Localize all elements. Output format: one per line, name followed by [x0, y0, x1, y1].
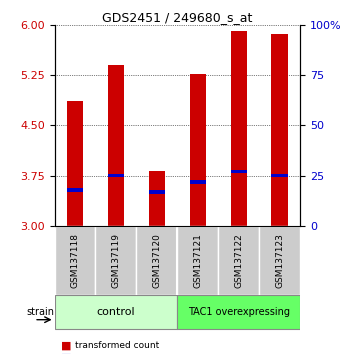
FancyBboxPatch shape — [218, 226, 259, 295]
Bar — [190, 180, 206, 183]
FancyBboxPatch shape — [177, 226, 218, 295]
Text: TAC1 overexpressing: TAC1 overexpressing — [188, 307, 290, 317]
Bar — [67, 101, 83, 226]
Text: GSM137121: GSM137121 — [193, 233, 202, 288]
FancyBboxPatch shape — [95, 226, 136, 295]
Bar — [190, 74, 206, 226]
FancyBboxPatch shape — [259, 226, 300, 295]
Text: GSM137120: GSM137120 — [152, 233, 161, 288]
FancyBboxPatch shape — [55, 295, 177, 329]
Title: GDS2451 / 249680_s_at: GDS2451 / 249680_s_at — [102, 11, 252, 24]
Bar — [271, 34, 288, 226]
Bar — [231, 32, 247, 226]
Text: ■: ■ — [61, 341, 72, 350]
Text: GSM137118: GSM137118 — [71, 233, 79, 288]
Text: ■: ■ — [61, 353, 72, 354]
FancyBboxPatch shape — [136, 226, 177, 295]
Bar — [149, 190, 165, 194]
Bar — [108, 65, 124, 226]
FancyBboxPatch shape — [55, 226, 95, 295]
Bar — [108, 174, 124, 177]
FancyBboxPatch shape — [177, 295, 300, 329]
Text: GSM137122: GSM137122 — [234, 233, 243, 288]
Bar — [67, 188, 83, 192]
Bar — [271, 174, 288, 177]
Text: GSM137119: GSM137119 — [112, 233, 120, 288]
Bar — [231, 170, 247, 173]
Text: strain: strain — [27, 307, 55, 317]
Text: transformed count: transformed count — [75, 342, 159, 350]
Bar — [149, 171, 165, 226]
Text: GSM137123: GSM137123 — [275, 233, 284, 288]
Text: control: control — [97, 307, 135, 317]
